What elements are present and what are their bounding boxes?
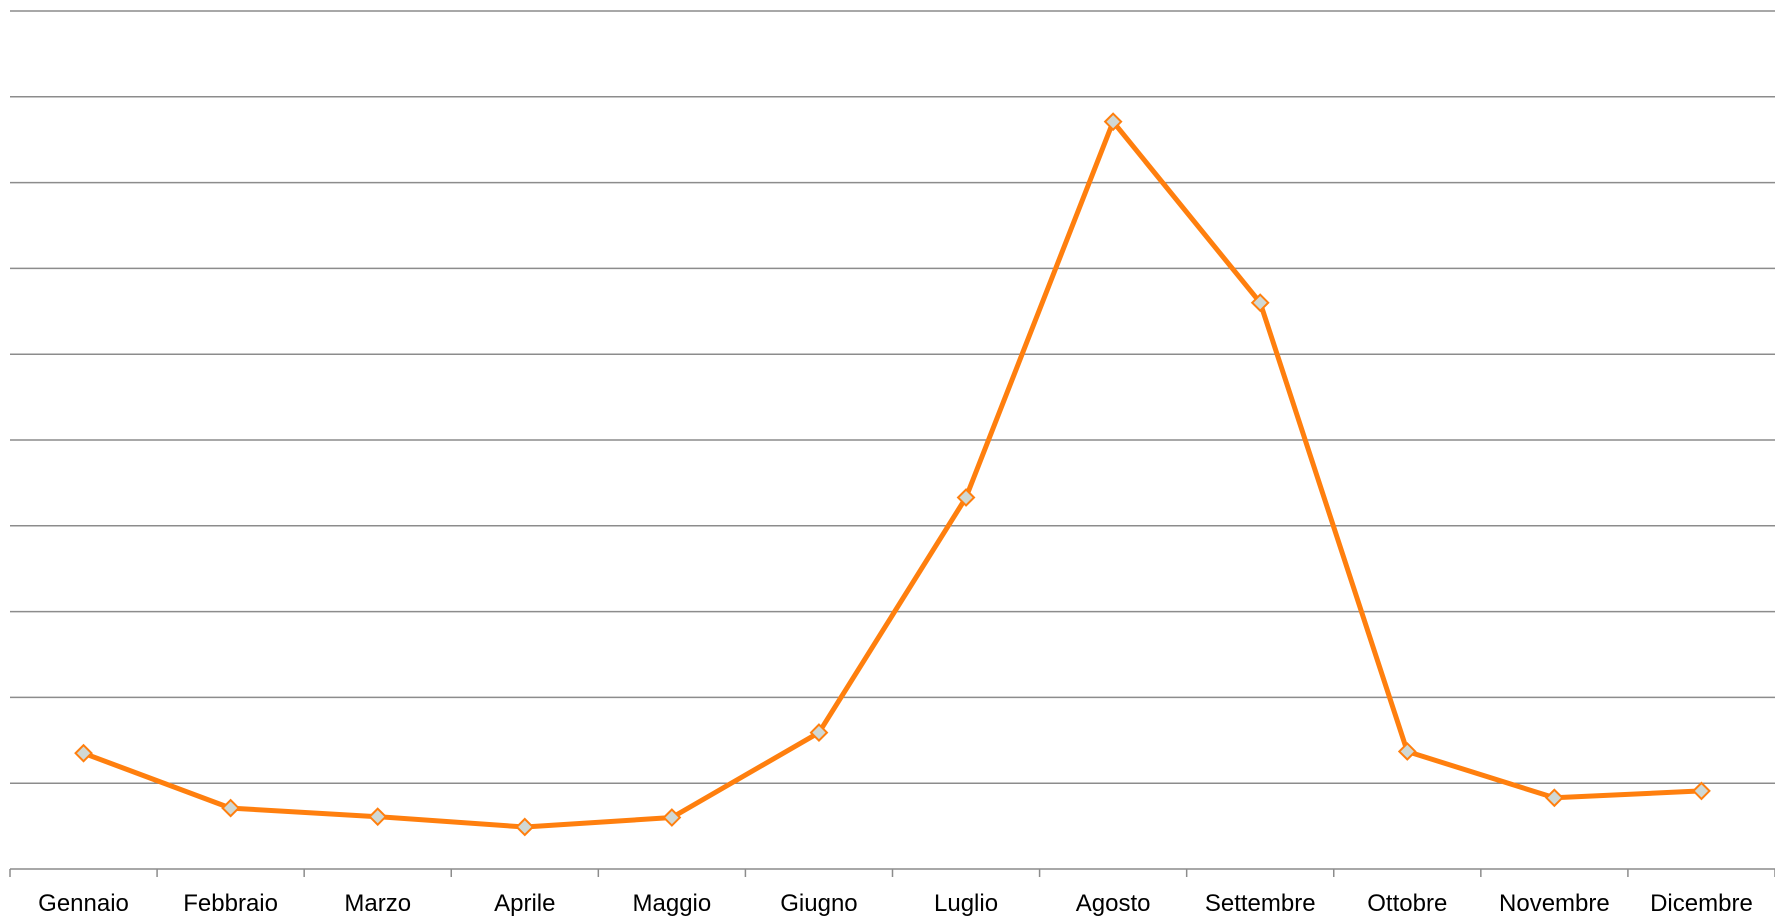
x-tick-label: Agosto [1076,890,1151,917]
data-point-marker [956,488,976,507]
data-point-marker [662,808,682,827]
x-tick-labels: Gennaio Febbraio Marzo Aprile Maggio Giugno Lu… [38,890,1753,917]
series-line [82,119,1702,830]
data-point-marker [1250,293,1270,313]
data-point-marker [515,817,535,837]
x-tick-label: Gennaio [38,890,129,917]
x-axis [9,868,1775,877]
x-tick-label: Marzo [344,890,411,917]
x-tick-label: Maggio [633,890,712,917]
data-point-marker [1103,112,1123,132]
series [74,112,1711,837]
data-point-marker [1692,781,1711,801]
x-tick-label: Settembre [1205,890,1316,917]
x-tick-label: Luglio [934,890,998,917]
data-point-marker [1397,742,1417,761]
x-tick-label: Dicembre [1650,890,1753,917]
data-point-marker [221,798,241,818]
x-tick-label: Aprile [494,890,555,917]
x-tick-label: Febbraio [183,890,278,917]
x-tick-label: Ottobre [1367,890,1447,917]
data-point-marker [368,807,388,827]
data-point-marker [809,723,829,742]
gridlines [10,10,1775,784]
x-tick-label: Giugno [780,890,857,917]
data-point-marker [1544,788,1564,808]
x-tick-label: Novembre [1499,890,1610,917]
data-point-marker [74,743,93,763]
